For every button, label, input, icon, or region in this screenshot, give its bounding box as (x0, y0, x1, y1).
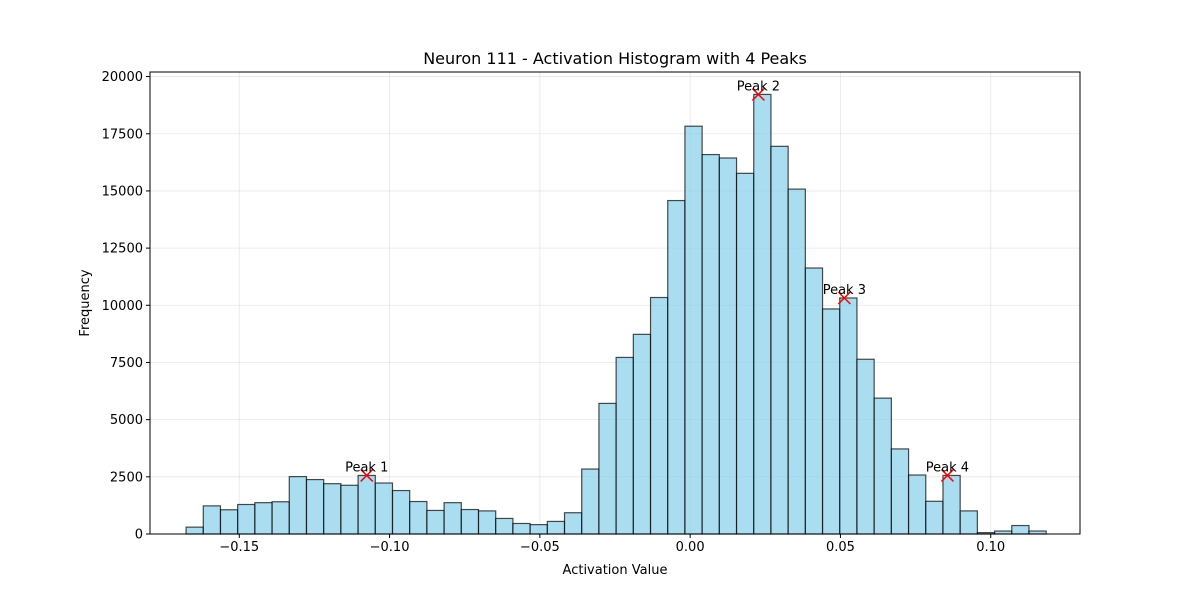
histogram-bar (856, 358, 875, 535)
bars-layer (185, 93, 1047, 535)
histogram-bar (581, 468, 600, 535)
histogram-bar (477, 510, 497, 535)
plot-frame (149, 71, 1081, 535)
histogram-bar (925, 500, 944, 535)
histogram-bar (873, 397, 892, 535)
histogram-bar (839, 297, 858, 535)
histogram-bar (357, 474, 376, 535)
peak-label: Peak 4 (926, 460, 969, 475)
y-tick-label: 17500 (102, 127, 143, 142)
x-axis-label: Activation Value (563, 563, 668, 578)
histogram-bar (323, 483, 342, 535)
histogram-bar (701, 153, 720, 535)
y-axis-ticks: 0 2500 5000 7500 10000 12500 15000 17500 20000 (102, 70, 150, 543)
histogram-bar (305, 478, 325, 535)
histogram-bar (443, 502, 462, 535)
histogram-bar (426, 509, 445, 535)
histogram-bar (512, 522, 531, 535)
x-tick-label: 0.10 (976, 540, 1005, 555)
histogram-bar (254, 502, 273, 535)
histogram-bar (735, 172, 755, 535)
histogram-bar (718, 157, 738, 535)
histogram-bar (684, 125, 703, 535)
y-tick-label: 15000 (102, 184, 143, 199)
histogram-bar (391, 489, 411, 535)
histogram-bar (753, 93, 772, 535)
x-tick-label: −0.10 (370, 540, 410, 555)
x-axis-ticks: −0.15 −0.10 −0.05 0.00 0.05 0.10 (219, 534, 1005, 555)
peak-marker (360, 468, 374, 482)
histogram-bar (615, 356, 634, 535)
x-tick-label: 0.00 (676, 540, 705, 555)
histogram-bar (649, 296, 669, 535)
x-tick-label: 0.05 (826, 540, 855, 555)
histogram-bar (959, 510, 978, 535)
histogram-bar (495, 517, 514, 535)
peak-label: Peak 3 (823, 283, 866, 298)
histogram-bar (460, 508, 480, 535)
peak-marker (751, 87, 765, 101)
chart-title: Neuron 111 - Activation Histogram with 4… (423, 49, 807, 68)
peaks-layer: Peak 1 Peak 2 Peak 3 Peak 4 (345, 79, 969, 482)
histogram-bar (1011, 524, 1030, 535)
y-tick-label: 2500 (110, 470, 143, 485)
histogram-bar (529, 524, 548, 535)
histogram-bar (770, 145, 789, 535)
histogram-bar (942, 474, 961, 535)
histogram-bar (787, 188, 806, 535)
y-axis-label: Frequency (78, 269, 93, 336)
peak-label: Peak 2 (737, 79, 780, 94)
histogram-bar (202, 505, 222, 535)
y-tick-label: 5000 (110, 413, 143, 428)
histogram-bar (288, 475, 308, 535)
histogram-bar (271, 501, 290, 535)
histogram-bar (374, 482, 394, 535)
histogram-bar (546, 520, 566, 535)
histogram-bar (907, 474, 927, 535)
histogram-bar (804, 267, 824, 535)
histogram-bar (598, 402, 617, 535)
peak-marker (940, 468, 954, 482)
histogram-bar (185, 526, 204, 535)
histogram-bar (340, 484, 359, 535)
y-tick-label: 20000 (102, 70, 143, 85)
y-tick-label: 0 (135, 528, 143, 543)
y-tick-label: 7500 (110, 356, 143, 371)
peak-marker (837, 291, 851, 305)
histogram-bar (563, 512, 583, 535)
x-tick-label: −0.05 (520, 540, 560, 555)
histogram-bar (237, 503, 256, 535)
histogram-bar (632, 333, 652, 535)
y-tick-label: 12500 (102, 242, 143, 257)
grid-layer (150, 72, 1080, 535)
y-tick-label: 10000 (102, 299, 143, 314)
histogram-bar (890, 448, 910, 535)
histogram-bar (409, 500, 428, 535)
histogram-bar (821, 308, 841, 535)
peak-label: Peak 1 (345, 460, 388, 475)
x-tick-label: −0.15 (219, 540, 259, 555)
histogram-bar (219, 509, 239, 535)
histogram-bar (667, 199, 686, 535)
